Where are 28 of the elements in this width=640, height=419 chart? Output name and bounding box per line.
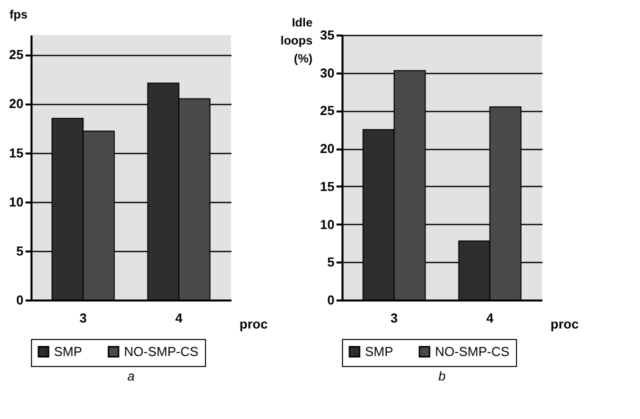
y-axis-title: Idle loops (%) (280, 16, 313, 66)
y-tick-label: 10 (9, 194, 24, 210)
x-axis-title: proc (240, 316, 268, 332)
y-tick-label: 15 (9, 145, 24, 160)
y-tick-label: 0 (16, 292, 24, 308)
y-tick-label: 35 (320, 28, 334, 42)
y-tick-label: 20 (320, 141, 334, 156)
x-tick-label: 3 (390, 310, 398, 326)
y-tick-label: 0 (327, 292, 334, 308)
y-tick-label: 25 (9, 47, 24, 62)
y-tick-label: 20 (9, 96, 24, 112)
y-axis-title: fps (10, 8, 28, 22)
y-tick-label: 15 (320, 178, 334, 194)
text: a (127, 368, 135, 384)
legend-label: SMP (54, 344, 82, 359)
legend-label: NO-SMP-CS (124, 344, 199, 359)
legend-label: NO-SMP-CS (435, 344, 510, 359)
y-tick-label: 5 (16, 243, 24, 258)
x-tick-label: 3 (80, 310, 87, 326)
y-tick-label: 25 (320, 103, 334, 118)
y-tick-label: 30 (320, 65, 334, 80)
x-tick-label: 4 (175, 310, 184, 326)
legend-label: SMP (365, 344, 394, 359)
x-axis-title: proc (550, 316, 579, 332)
text: b (438, 368, 446, 384)
y-tick-label: 5 (327, 254, 334, 270)
y-tick-label: 10 (320, 216, 334, 232)
x-tick-label: 4 (486, 310, 494, 326)
